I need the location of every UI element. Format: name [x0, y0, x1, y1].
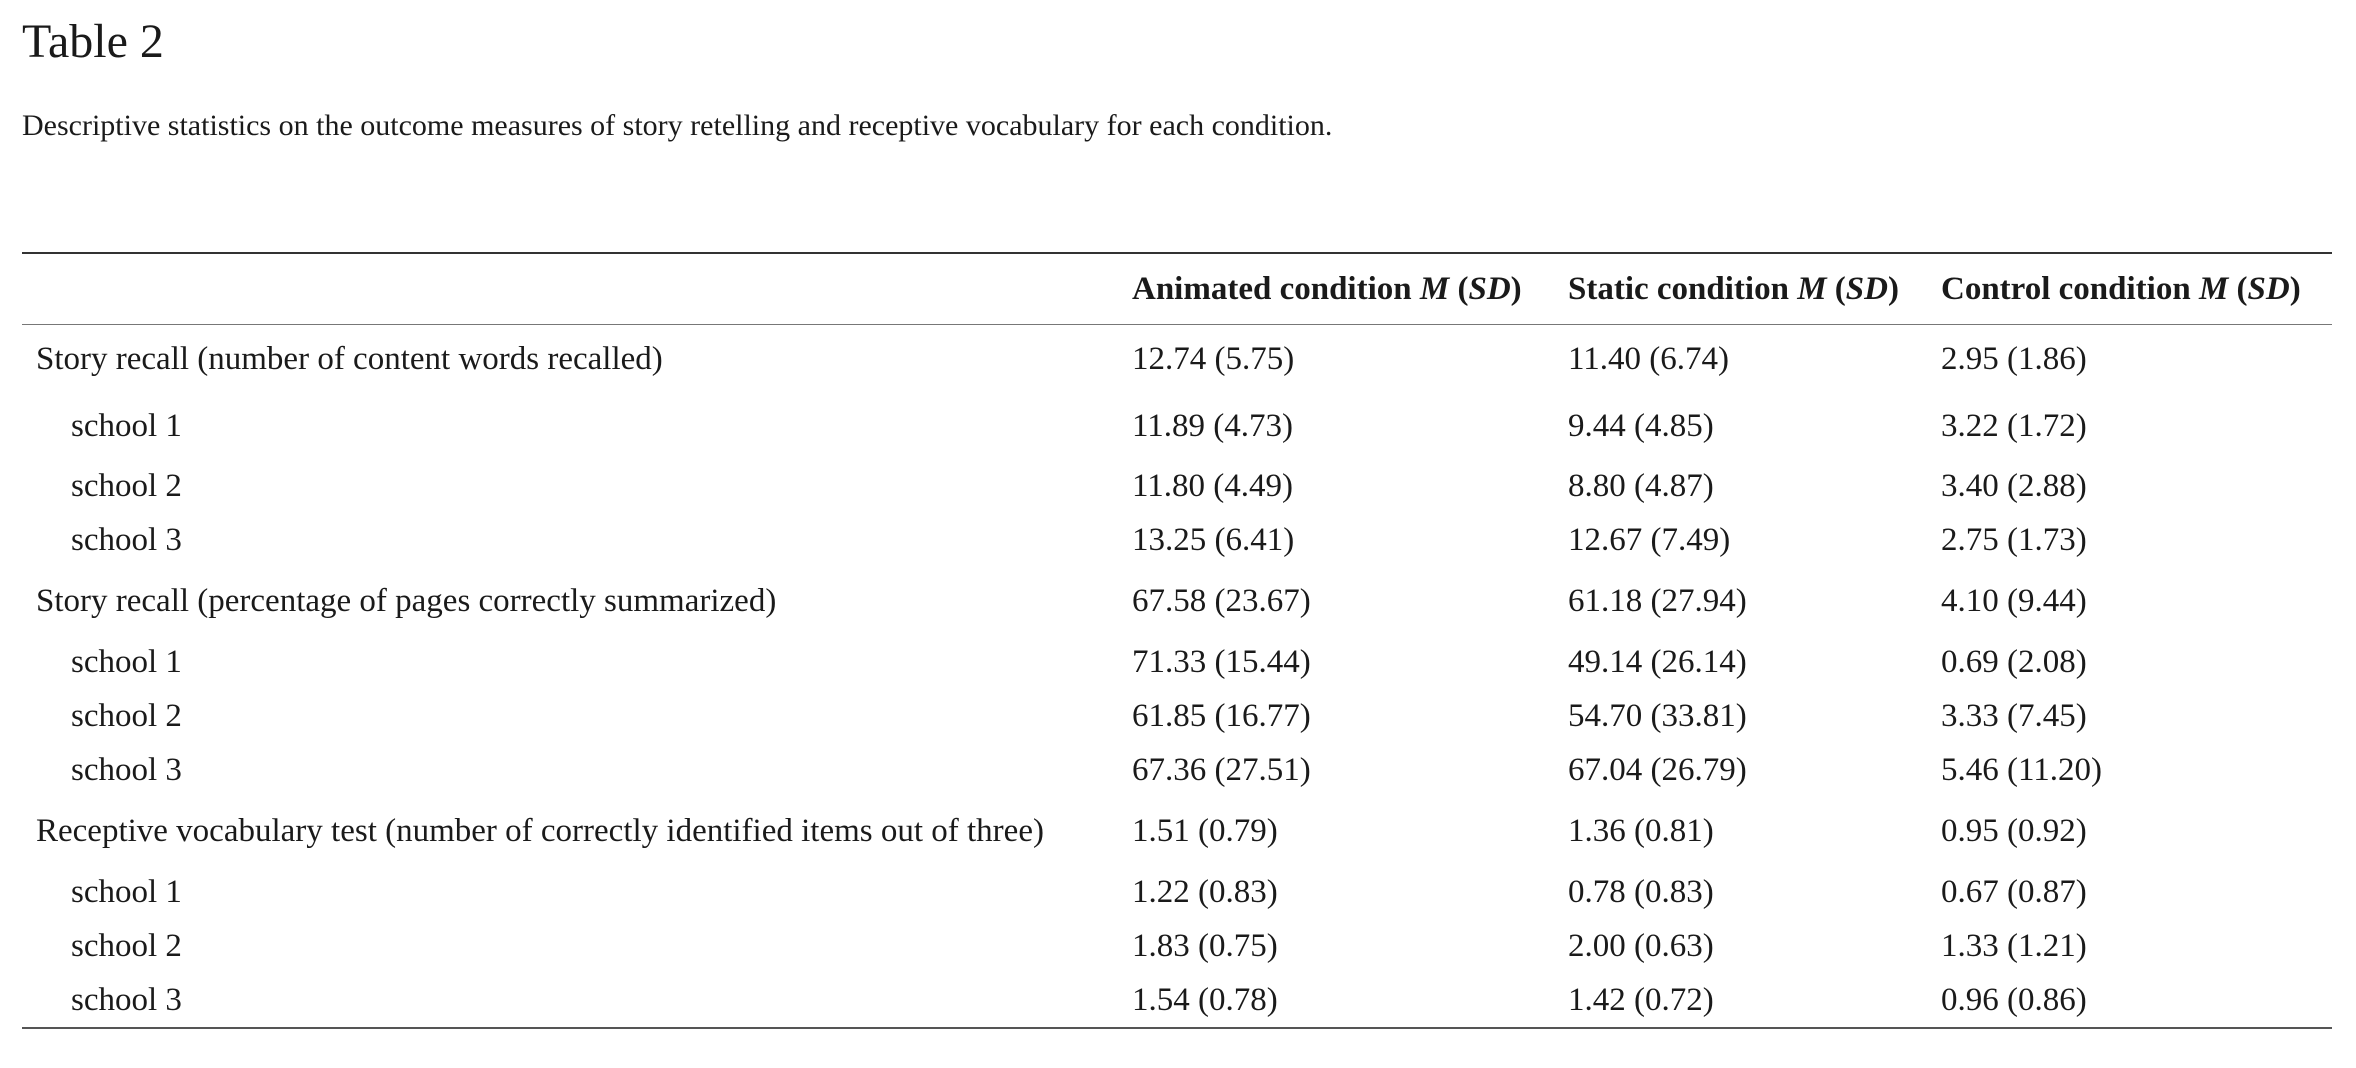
table-row-school: school 2 61.85 (16.77) 54.70 (33.81) 3.3… [22, 689, 2332, 743]
cell-animated: 67.58 (23.67) [1132, 582, 1311, 619]
row-label: school 2 [71, 467, 182, 504]
table-row-school: school 2 1.83 (0.75) 2.00 (0.63) 1.33 (1… [22, 919, 2332, 973]
cell-static: 9.44 (4.85) [1568, 407, 1714, 444]
column-header-static: Static condition M (SD) [1568, 270, 1899, 307]
cell-static: 11.40 (6.74) [1568, 340, 1730, 377]
cell-control: 2.95 (1.86) [1941, 340, 2087, 377]
cell-animated: 61.85 (16.77) [1132, 697, 1311, 734]
table-row-school: school 1 11.89 (4.73) 9.44 (4.85) 3.22 (… [22, 393, 2332, 459]
row-label: Story recall (number of content words re… [36, 340, 663, 377]
cell-static: 1.42 (0.72) [1568, 981, 1714, 1018]
cell-static: 1.36 (0.81) [1568, 812, 1714, 849]
column-header-stat-m: M [2198, 270, 2229, 307]
cell-control: 0.67 (0.87) [1941, 873, 2087, 910]
row-label: school 3 [71, 521, 182, 558]
row-label: Story recall (percentage of pages correc… [36, 582, 777, 619]
table-row-school: school 1 71.33 (15.44) 49.14 (26.14) 0.6… [22, 635, 2332, 689]
cell-static: 67.04 (26.79) [1568, 751, 1747, 788]
data-table: Animated condition M (SD) Static conditi… [22, 252, 2332, 1029]
cell-animated: 1.22 (0.83) [1132, 873, 1278, 910]
cell-control: 0.95 (0.92) [1941, 812, 2087, 849]
column-header-name: Animated condition [1132, 270, 1412, 307]
cell-control: 3.33 (7.45) [1941, 697, 2087, 734]
table-row-group: Story recall (percentage of pages correc… [22, 567, 2332, 635]
cell-static: 54.70 (33.81) [1568, 697, 1747, 734]
row-label: school 1 [71, 643, 182, 680]
column-header-animated: Animated condition M (SD) [1132, 270, 1522, 307]
cell-control: 2.75 (1.73) [1941, 521, 2087, 558]
row-label: school 2 [71, 697, 182, 734]
table-row-group: Story recall (number of content words re… [22, 325, 2332, 394]
table-row-group: Receptive vocabulary test (number of cor… [22, 797, 2332, 865]
cell-animated: 11.89 (4.73) [1132, 407, 1294, 444]
column-header-stat-sd: SD [1468, 270, 1511, 307]
column-header-stat-m: M [1797, 270, 1827, 307]
cell-control: 3.40 (2.88) [1941, 467, 2087, 504]
cell-animated: 1.51 (0.79) [1132, 812, 1278, 849]
column-header-stat-m: M [1419, 270, 1450, 307]
table-row-school: school 1 1.22 (0.83) 0.78 (0.83) 0.67 (0… [22, 865, 2332, 919]
cell-static: 61.18 (27.94) [1568, 582, 1747, 619]
cell-animated: 1.54 (0.78) [1132, 981, 1278, 1018]
table-row-school: school 3 1.54 (0.78) 1.42 (0.72) 0.96 (0… [22, 973, 2332, 1028]
table-caption: Descriptive statistics on the outcome me… [22, 109, 1333, 142]
row-label: school 2 [71, 927, 182, 964]
cell-animated: 67.36 (27.51) [1132, 751, 1311, 788]
cell-animated: 71.33 (15.44) [1132, 643, 1311, 680]
cell-control: 3.22 (1.72) [1941, 407, 2087, 444]
cell-animated: 1.83 (0.75) [1132, 927, 1278, 964]
table-title: Table 2 [22, 15, 164, 68]
cell-animated: 13.25 (6.41) [1132, 521, 1295, 558]
cell-static: 0.78 (0.83) [1568, 873, 1714, 910]
cell-control: 0.96 (0.86) [1941, 981, 2087, 1018]
table-header: Animated condition M (SD) Static conditi… [22, 253, 2332, 325]
cell-control: 0.69 (2.08) [1941, 643, 2087, 680]
column-header-control: Control condition M (SD) [1941, 270, 2301, 307]
cell-static: 12.67 (7.49) [1568, 521, 1731, 558]
column-header-stat-sd: SD [2247, 270, 2290, 307]
table-body: Story recall (number of content words re… [22, 325, 2332, 1028]
cell-control: 5.46 (11.20) [1941, 751, 2103, 788]
row-label: school 1 [71, 407, 182, 444]
table-row-school: school 2 11.80 (4.49) 8.80 (4.87) 3.40 (… [22, 459, 2332, 513]
cell-animated: 12.74 (5.75) [1132, 340, 1295, 377]
cell-animated: 11.80 (4.49) [1132, 467, 1294, 504]
header-row: Animated condition M (SD) Static conditi… [22, 253, 2332, 325]
column-header-name: Static condition [1568, 270, 1789, 307]
row-label: school 3 [71, 981, 182, 1018]
header-empty-cell [22, 253, 1132, 325]
cell-static: 2.00 (0.63) [1568, 927, 1714, 964]
row-label: school 1 [71, 873, 182, 910]
cell-static: 49.14 (26.14) [1568, 643, 1747, 680]
row-label: Receptive vocabulary test (number of cor… [36, 812, 1044, 849]
column-header-stat-sd: SD [1845, 270, 1888, 307]
cell-control: 4.10 (9.44) [1941, 582, 2087, 619]
column-header-name: Control condition [1941, 270, 2191, 307]
table-row-school: school 3 67.36 (27.51) 67.04 (26.79) 5.4… [22, 743, 2332, 797]
table-row-school: school 3 13.25 (6.41) 12.67 (7.49) 2.75 … [22, 513, 2332, 567]
row-label: school 3 [71, 751, 182, 788]
cell-control: 1.33 (1.21) [1941, 927, 2087, 964]
cell-static: 8.80 (4.87) [1568, 467, 1714, 504]
